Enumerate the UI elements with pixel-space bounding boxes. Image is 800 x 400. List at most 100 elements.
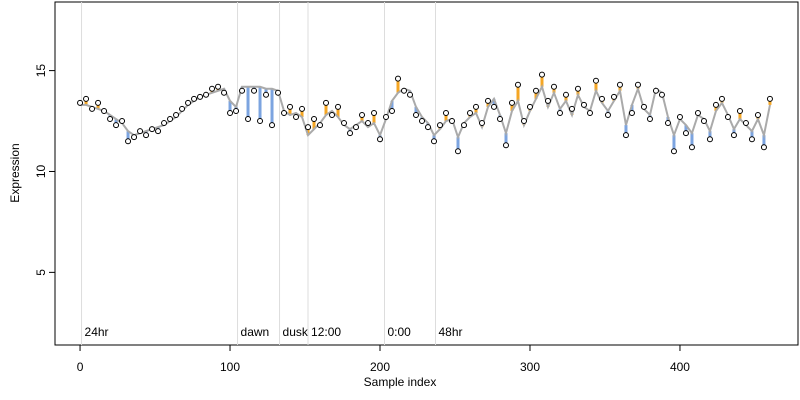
point: [664, 120, 671, 127]
point: [335, 103, 342, 110]
point: [407, 91, 414, 98]
marker-label: 48hr: [438, 325, 462, 339]
point: [514, 81, 521, 88]
point: [598, 95, 605, 102]
point: [466, 109, 473, 116]
point: [436, 122, 443, 129]
point: [275, 89, 282, 96]
marker-label: 0:00: [388, 325, 412, 339]
point: [221, 89, 228, 96]
point: [101, 107, 108, 114]
point: [442, 109, 449, 116]
point: [550, 83, 557, 90]
point: [239, 87, 246, 94]
point: [377, 136, 384, 143]
point: [191, 95, 198, 102]
point: [730, 132, 737, 139]
x-tick-label: 0: [77, 360, 84, 374]
point: [311, 116, 318, 123]
point: [424, 124, 431, 131]
point: [161, 120, 168, 127]
x-axis-label: Sample index: [364, 375, 437, 389]
point: [299, 105, 306, 112]
point: [586, 109, 593, 116]
point: [305, 124, 312, 131]
point: [107, 116, 114, 123]
point: [95, 99, 102, 106]
point: [562, 91, 569, 98]
point: [616, 81, 623, 88]
point: [670, 148, 677, 155]
point: [766, 95, 773, 102]
point: [754, 111, 761, 118]
point: [676, 114, 683, 121]
point: [634, 81, 641, 88]
point: [556, 109, 563, 116]
point: [209, 85, 216, 92]
point: [538, 71, 545, 78]
point: [155, 128, 162, 135]
point: [137, 128, 144, 135]
point: [622, 132, 629, 139]
point: [395, 75, 402, 82]
point: [544, 97, 551, 104]
point: [77, 99, 84, 106]
fit-line: [80, 84, 771, 141]
point: [688, 144, 695, 151]
point: [496, 116, 503, 123]
point: [604, 111, 611, 118]
point: [700, 118, 707, 125]
point: [245, 116, 252, 123]
point: [203, 91, 210, 98]
x-tick-label: 400: [670, 360, 690, 374]
point: [592, 77, 599, 84]
point: [281, 109, 288, 116]
point: [251, 87, 258, 94]
y-axis-label: Expression: [8, 143, 22, 202]
point: [736, 107, 743, 114]
point: [149, 126, 156, 133]
x-tick-label: 100: [220, 360, 240, 374]
point: [263, 91, 270, 98]
y-tick-label: 5: [34, 269, 48, 276]
point: [532, 87, 539, 94]
point: [365, 120, 372, 127]
point: [329, 111, 336, 118]
point: [215, 83, 222, 90]
point: [646, 116, 653, 123]
point: [526, 103, 533, 110]
point: [83, 95, 90, 102]
point: [167, 116, 174, 123]
marker-label: dawn: [241, 325, 270, 339]
point: [353, 124, 360, 131]
point: [173, 111, 180, 118]
point: [682, 130, 689, 137]
point: [454, 148, 461, 155]
point: [371, 109, 378, 116]
point: [472, 103, 479, 110]
point: [748, 136, 755, 143]
point: [119, 118, 126, 125]
point: [430, 138, 437, 145]
point: [131, 134, 138, 141]
plot-box: [54, 1, 799, 346]
point: [502, 142, 509, 149]
point: [706, 136, 713, 143]
point: [508, 99, 515, 106]
point: [143, 132, 150, 139]
point: [341, 120, 348, 127]
point: [89, 105, 96, 112]
point: [257, 118, 264, 125]
point: [293, 114, 300, 121]
point: [287, 103, 294, 110]
point: [640, 103, 647, 110]
point: [269, 122, 276, 129]
point: [520, 118, 527, 125]
point: [712, 101, 719, 108]
point: [448, 118, 455, 125]
point: [610, 93, 617, 100]
point: [317, 122, 324, 129]
point: [724, 114, 731, 121]
point: [478, 120, 485, 127]
point: [383, 114, 390, 121]
